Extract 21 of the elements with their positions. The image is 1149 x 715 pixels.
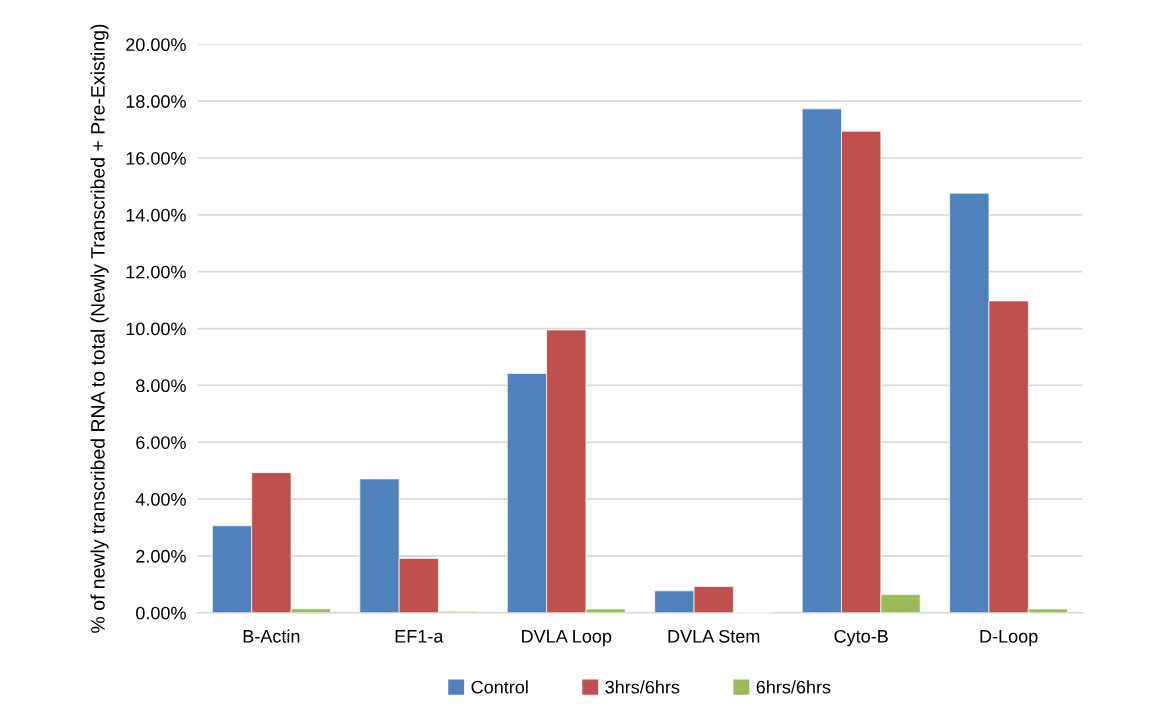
x-tick-label: D-Loop bbox=[980, 630, 1038, 647]
y-tick-label: 20.00% bbox=[126, 38, 186, 52]
legend-label: Control bbox=[471, 680, 528, 694]
y-tick-label: 18.00% bbox=[126, 95, 186, 108]
y-tick-label: 16.00% bbox=[126, 151, 186, 165]
x-tick-label: Cyto-B bbox=[834, 629, 888, 647]
x-tick-label: DVLA Stem bbox=[668, 629, 760, 643]
legend-label: 3hrs/6hrs bbox=[605, 680, 680, 694]
y-tick-label: 8.00% bbox=[136, 379, 186, 393]
y-tick-label: 0.00% bbox=[136, 606, 186, 620]
legend-label: 6hrs/6hrs bbox=[756, 680, 831, 694]
y-tick-label: 2.00% bbox=[136, 549, 186, 563]
y-tick-label: 4.00% bbox=[135, 493, 186, 506]
y-tick-label: 12.00% bbox=[126, 265, 186, 279]
y-axis-title: % of newly transcribed RNA to total (Newly Transcribed + Pre-Existing) bbox=[90, 24, 109, 633]
y-tick-label: 10.00% bbox=[126, 322, 186, 336]
x-tick-label: DVLA Loop bbox=[522, 630, 612, 647]
y-tick-label: 6.00% bbox=[136, 436, 186, 449]
x-tick-label: B-Actin bbox=[243, 629, 300, 643]
y-tick-label: 14.00% bbox=[126, 208, 186, 222]
x-tick-label: EF1-a bbox=[395, 630, 444, 643]
